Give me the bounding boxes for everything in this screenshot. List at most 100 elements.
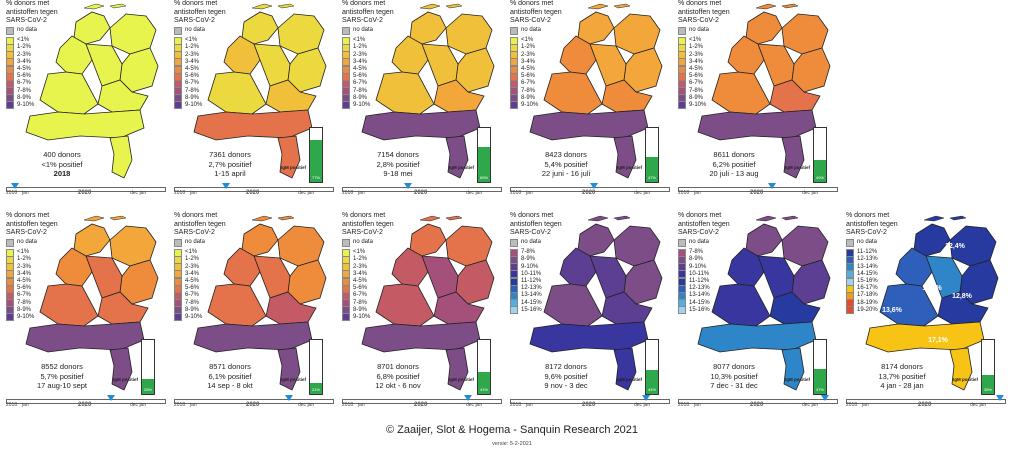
legend-entry: no data — [6, 26, 38, 35]
timeline-year-2020: 2020 — [246, 402, 260, 408]
panel-title: % donors met antistoffen tegen SARS-CoV-… — [510, 0, 562, 24]
timeline-marker — [10, 183, 19, 189]
legend-label: 13-14% — [689, 292, 710, 299]
positive-percentage: 6,8% positief — [376, 371, 420, 381]
legend-swatch — [510, 101, 518, 110]
region-percentage-label: 12,4% — [945, 243, 966, 250]
legend-label: <1% — [17, 249, 30, 256]
legend-entry: 9-10% — [174, 101, 205, 110]
legend-label: 16-17% — [857, 285, 878, 292]
map-region — [613, 135, 637, 179]
igm-gauge-fill — [142, 378, 154, 394]
legend-label: 1-2% — [353, 256, 368, 263]
map-region — [745, 223, 783, 257]
legend: no data <1% 1-2% 2-3% 3-4% 4-5% 5-6% 6-7% 7-8% 8-… — [342, 26, 373, 110]
legend-label: 1-2% — [17, 44, 32, 51]
igm-gauge-fill — [310, 140, 322, 182]
timeline: 2018 jan 2020 dec jan — [342, 395, 502, 410]
legend-label: 9-10% — [17, 101, 35, 108]
legend-label: no data — [17, 27, 38, 33]
legend-label: <1% — [185, 249, 198, 256]
map-region — [781, 135, 805, 179]
panel-title: % donors met antistoffen tegen SARS-CoV-… — [174, 212, 226, 236]
timeline-year-2018: 2018 — [342, 190, 354, 196]
legend-label: 7-8% — [521, 249, 536, 256]
timeline: 2018 jan 2020 dec jan — [174, 183, 334, 198]
legend-label: 6-7% — [185, 292, 200, 299]
legend-label: no data — [185, 27, 206, 33]
timeline-jan: jan — [526, 402, 533, 408]
map-islands — [251, 215, 295, 222]
timeline: 2018 jan 2020 dec jan — [342, 183, 502, 198]
panel-title: % donors met antistoffen tegen SARS-CoV-… — [342, 212, 394, 236]
map-region — [97, 79, 149, 113]
legend-swatch — [678, 306, 686, 315]
legend-label: 1-2% — [353, 44, 368, 51]
legend: no data 7-8% 8-9% 9-10% 10-11% 11-12% 12-13% 13… — [678, 238, 710, 315]
legend-label: 18-19% — [857, 299, 878, 306]
legend: no data <1% 1-2% 2-3% 3-4% 4-5% 5-6% 6-7% 7-8% 8-… — [6, 26, 38, 110]
map-region — [559, 35, 597, 75]
legend-label: 3-4% — [521, 58, 536, 65]
timeline-jan: jan — [694, 190, 701, 196]
map-region — [697, 321, 817, 353]
map-panel: % donors met antistoffen tegen SARS-CoV-… — [336, 0, 504, 215]
legend-label: 6-7% — [353, 292, 368, 299]
legend-entry: 9-10% — [342, 313, 373, 322]
legend-label: 3-4% — [689, 58, 704, 65]
map-region — [613, 225, 661, 267]
map-region — [265, 291, 317, 325]
legend-swatch — [174, 26, 182, 35]
legend-label: <1% — [353, 37, 366, 44]
timeline: 2018 jan 2020 dec jan — [846, 395, 1006, 410]
legend-swatch — [678, 238, 686, 247]
igm-label: IgM positief — [449, 377, 474, 382]
legend-label: 4-5% — [521, 65, 536, 72]
map-region — [949, 347, 973, 391]
map-panel: % donors met antistoffen tegen SARS-CoV-… — [504, 0, 672, 215]
legend-label: 8-9% — [17, 94, 32, 101]
legend: no data <1% 1-2% 2-3% 3-4% 4-5% 5-6% 6-7% 7-8% 8-… — [174, 26, 206, 110]
map-region — [433, 291, 485, 325]
legend-entry: 19-20% — [846, 306, 878, 315]
timeline-dec-jan: dec jan — [298, 402, 315, 408]
legend-label: no data — [689, 27, 710, 33]
timeline: 2018 jan 2020 dec jan — [6, 183, 166, 198]
legend-label: no data — [521, 27, 542, 33]
legend-label: 9-10% — [353, 101, 371, 108]
igm-label: IgM positief — [953, 377, 978, 382]
map-region — [445, 225, 493, 267]
legend-label: 8-9% — [353, 94, 368, 101]
panel-year: 2018 — [53, 169, 71, 178]
legend-label: 5-6% — [353, 285, 368, 292]
timeline-dec-jan: dec jan — [466, 190, 483, 196]
sampling-period: 4 jan - 28 jan — [880, 381, 924, 390]
netherlands-map — [697, 215, 831, 391]
legend-label: 8-9% — [521, 94, 536, 101]
legend-label: 8-9% — [689, 94, 704, 101]
legend-label: 8-9% — [353, 306, 368, 313]
timeline-dec-jan: dec jan — [970, 402, 987, 408]
legend-label: 7-8% — [689, 249, 704, 256]
sampling-period: 22 juni - 16 juli — [541, 169, 591, 178]
legend-label: 17-18% — [857, 292, 878, 299]
igm-label: IgM positief — [617, 165, 642, 170]
igm-label: IgM positief — [617, 377, 642, 382]
legend-label: 5-6% — [185, 73, 200, 80]
igm-label: IgM positief — [785, 165, 810, 170]
legend-label: 14-15% — [689, 299, 710, 306]
donor-count: 400 donors — [43, 150, 81, 159]
map-region — [589, 255, 627, 299]
map-region — [433, 79, 485, 113]
panel-stats: 8174 donors 13,7% positief 4 jan - 28 jan — [852, 362, 952, 391]
map-islands — [755, 215, 799, 222]
legend-label: 7-8% — [521, 87, 536, 94]
legend-swatch — [846, 306, 854, 315]
positive-percentage: 9,6% positief — [544, 371, 588, 381]
legend-label: 6-7% — [689, 80, 704, 87]
igm-gauge: 77% — [309, 127, 323, 183]
timeline-marker — [996, 395, 1004, 401]
legend-swatch — [342, 238, 350, 247]
legend-label: 2-3% — [353, 51, 368, 58]
legend-entry: no data — [342, 238, 373, 247]
